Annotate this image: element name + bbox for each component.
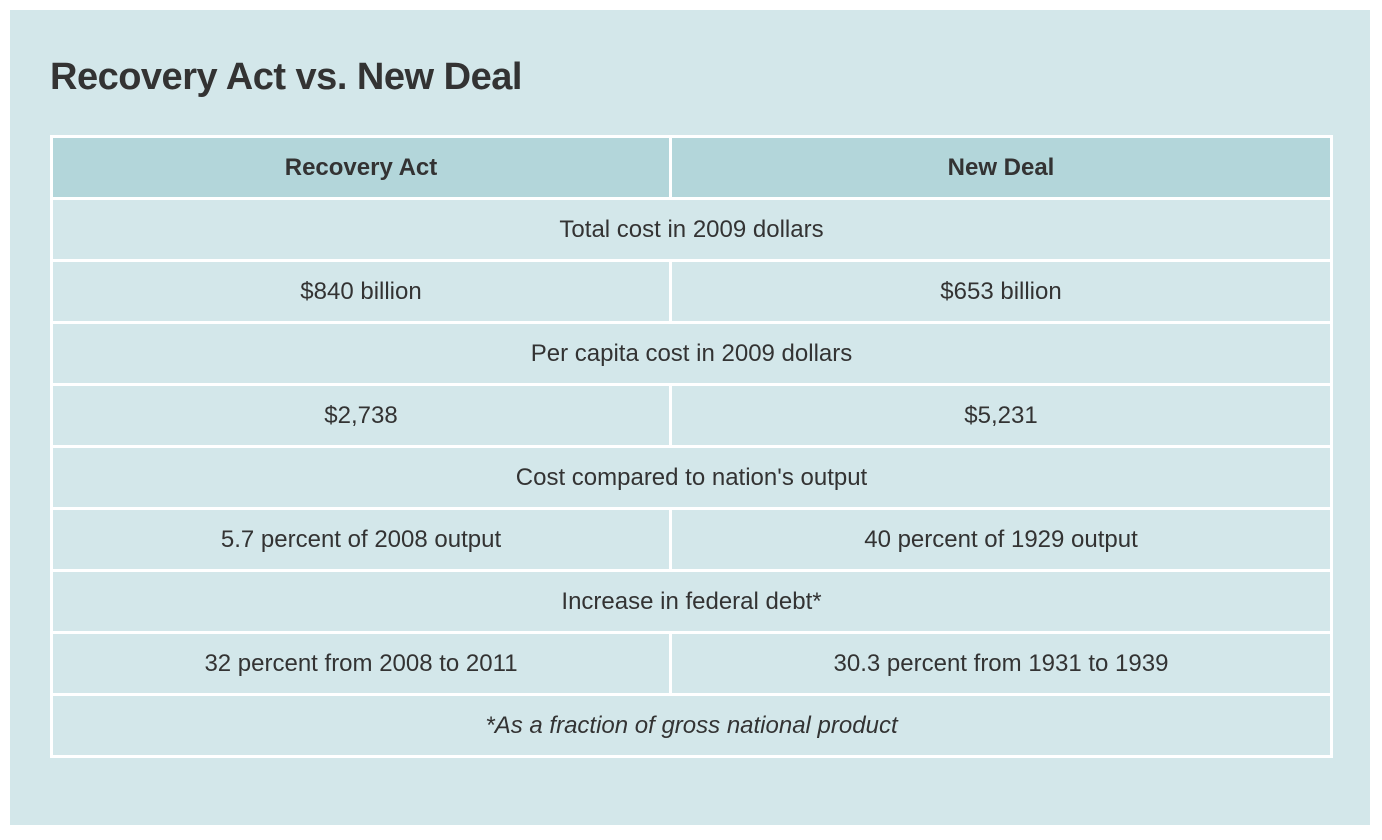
section-row: Cost compared to nation's output [50, 445, 1333, 510]
table-row: 32 percent from 2008 to 2011 30.3 percen… [50, 631, 1333, 696]
page-title: Recovery Act vs. New Deal [50, 56, 522, 98]
comparison-table: Recovery Act New Deal Total cost in 2009… [50, 135, 1333, 758]
table-row: $840 billion $653 billion [50, 259, 1333, 324]
comparison-panel: Recovery Act vs. New Deal Recovery Act N… [10, 10, 1370, 825]
recovery-act-total-cost: $840 billion [50, 259, 672, 324]
new-deal-per-capita-cost: $5,231 [669, 383, 1333, 448]
new-deal-total-cost: $653 billion [669, 259, 1333, 324]
table-header-row: Recovery Act New Deal [50, 135, 1333, 200]
column-header-recovery-act: Recovery Act [50, 135, 672, 200]
section-label-debt-increase: Increase in federal debt* [50, 569, 1333, 634]
section-row: Per capita cost in 2009 dollars [50, 321, 1333, 386]
recovery-act-output-share: 5.7 percent of 2008 output [50, 507, 672, 572]
footnote-row: *As a fraction of gross national product [50, 693, 1333, 758]
section-label-per-capita-cost: Per capita cost in 2009 dollars [50, 321, 1333, 386]
section-label-total-cost: Total cost in 2009 dollars [50, 197, 1333, 262]
table-row: $2,738 $5,231 [50, 383, 1333, 448]
section-row: Total cost in 2009 dollars [50, 197, 1333, 262]
recovery-act-per-capita-cost: $2,738 [50, 383, 672, 448]
column-header-new-deal: New Deal [669, 135, 1333, 200]
section-row: Increase in federal debt* [50, 569, 1333, 634]
recovery-act-debt-increase: 32 percent from 2008 to 2011 [50, 631, 672, 696]
new-deal-output-share: 40 percent of 1929 output [669, 507, 1333, 572]
new-deal-debt-increase: 30.3 percent from 1931 to 1939 [669, 631, 1333, 696]
section-label-output-share: Cost compared to nation's output [50, 445, 1333, 510]
table-row: 5.7 percent of 2008 output 40 percent of… [50, 507, 1333, 572]
footnote: *As a fraction of gross national product [50, 693, 1333, 758]
